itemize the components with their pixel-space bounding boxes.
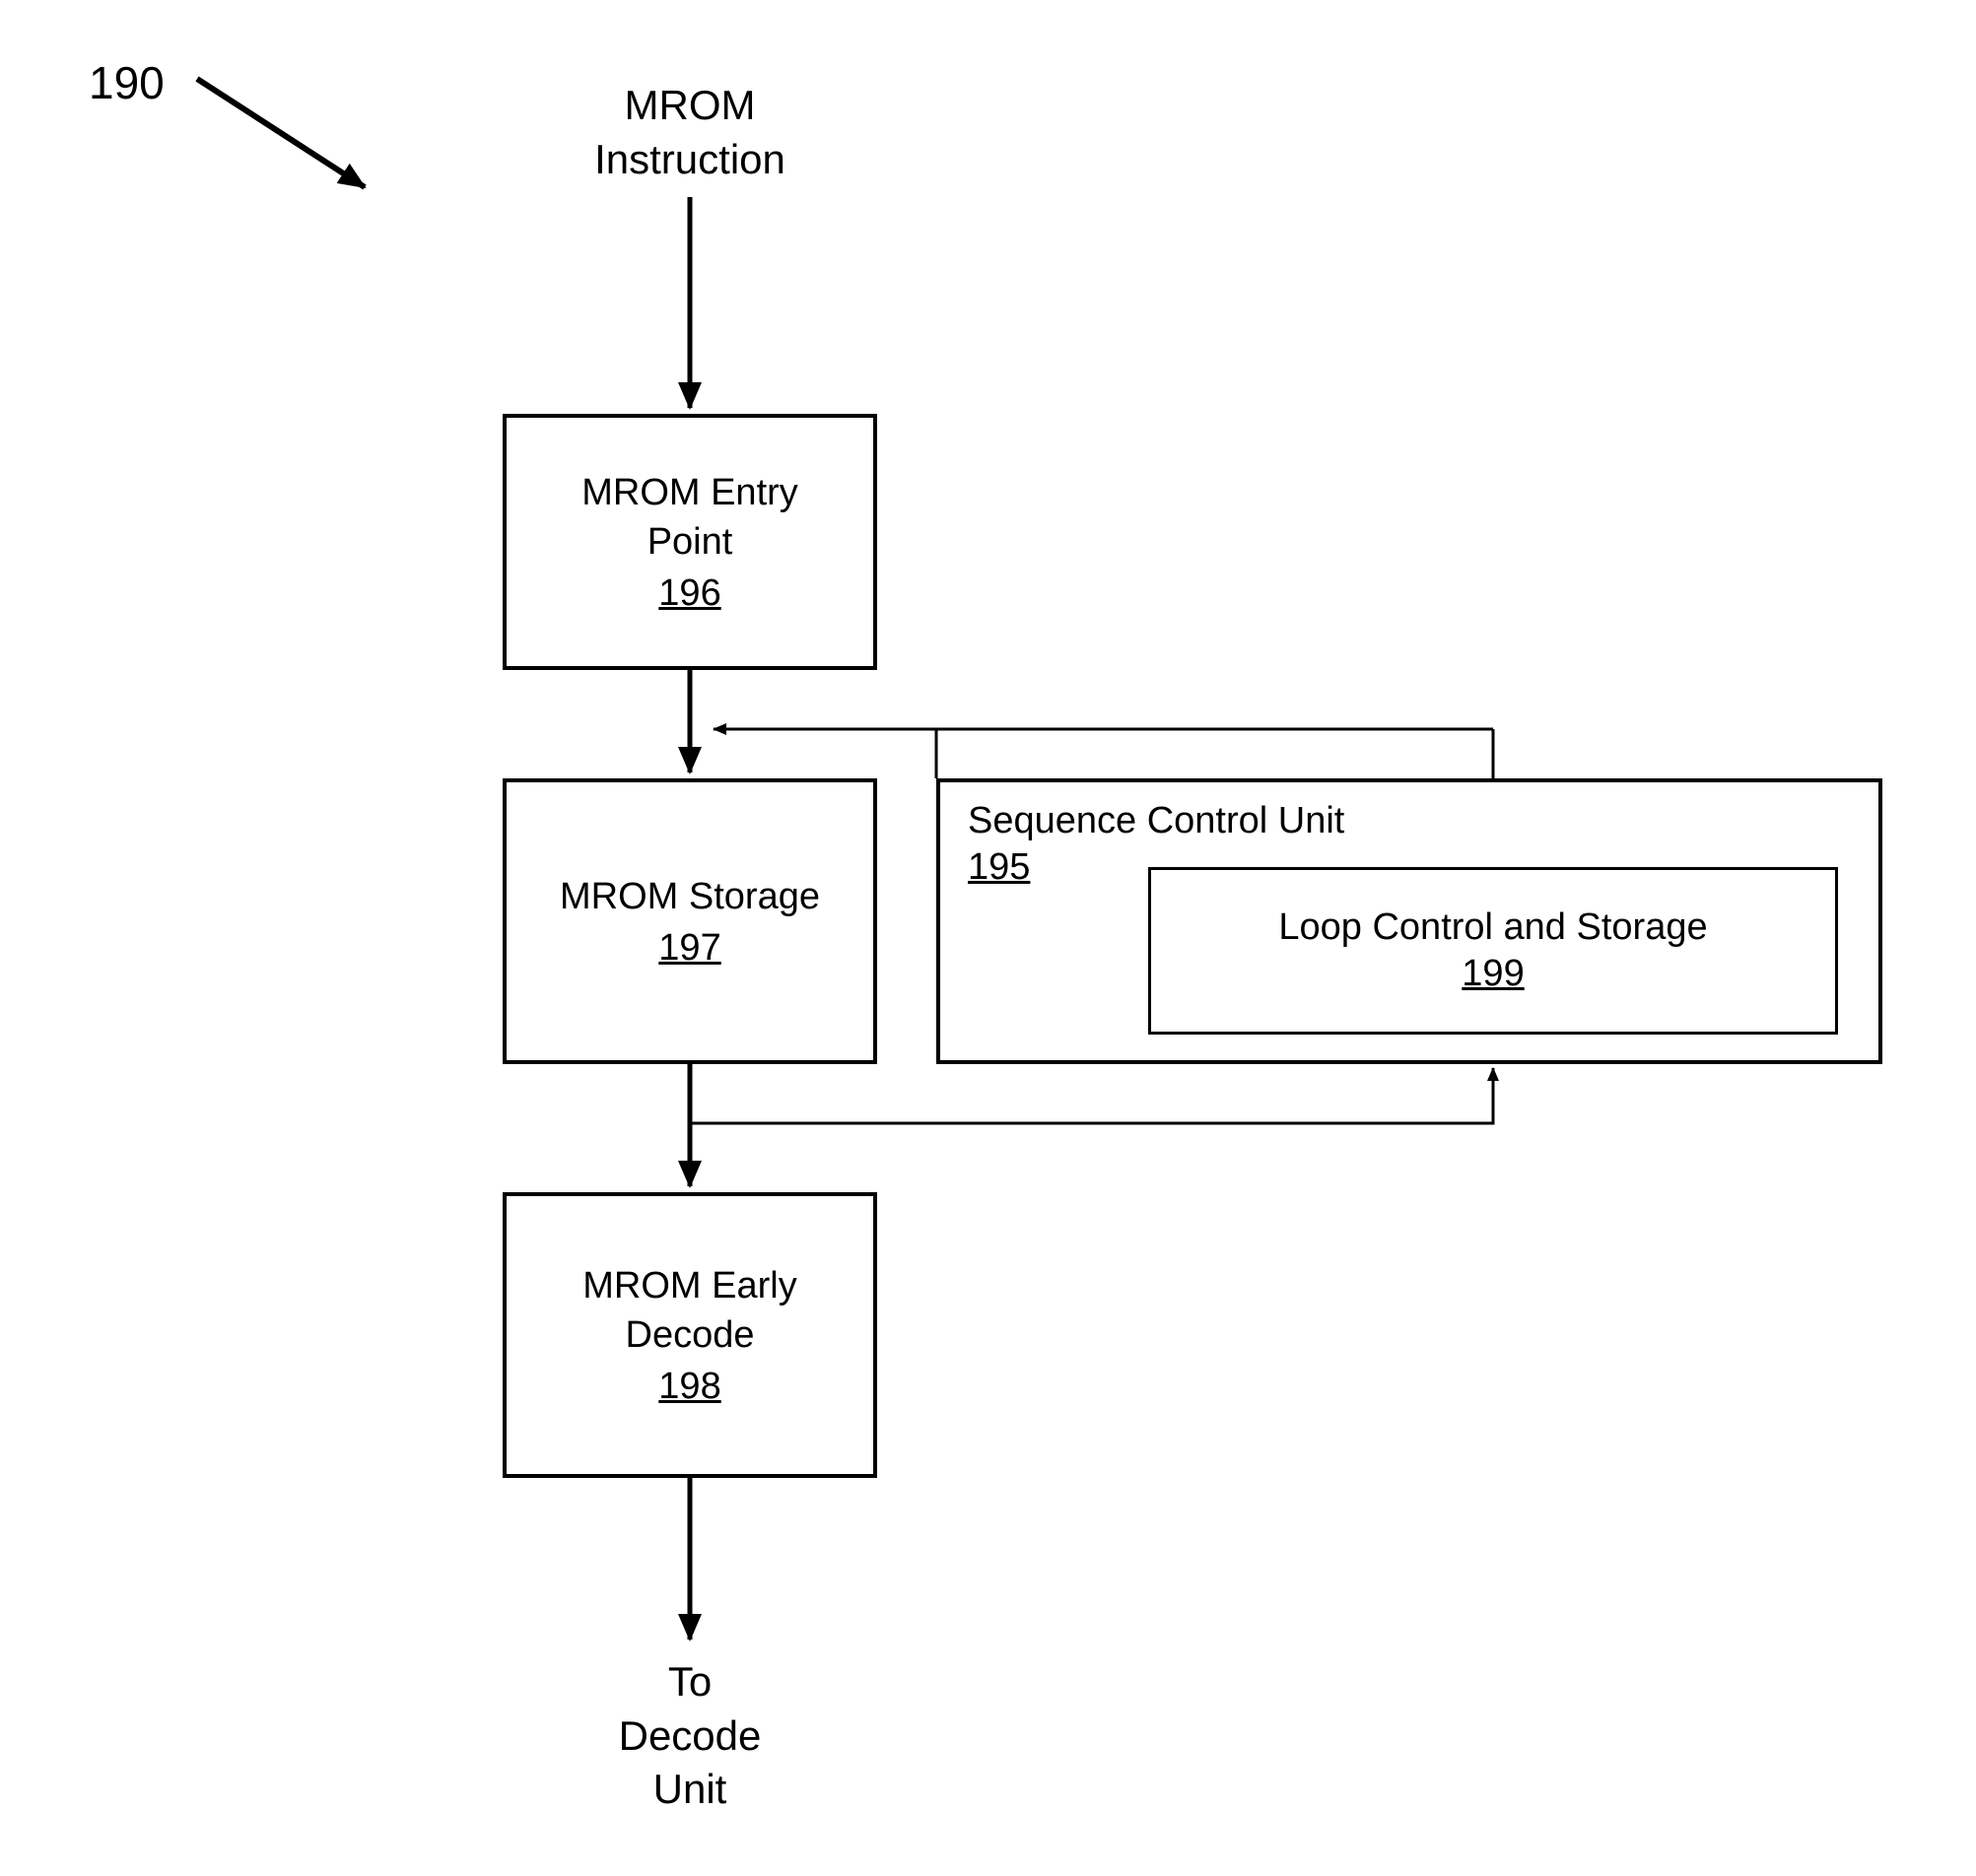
mrom-early-decode-box: MROM Early Decode 198 (503, 1192, 877, 1478)
figure-number-label: 190 (89, 54, 165, 113)
bottom-output-line2: Decode (619, 1712, 762, 1759)
bottom-output-line3: Unit (653, 1766, 727, 1812)
loop-control-title: Loop Control and Storage (1278, 906, 1707, 949)
early-decode-ref: 198 (658, 1366, 720, 1408)
entry-point-ref: 196 (658, 572, 720, 615)
mrom-entry-point-box: MROM Entry Point 196 (503, 414, 877, 670)
early-decode-title-l1: MROM Early (582, 1265, 796, 1306)
figure-number-text: 190 (89, 57, 165, 108)
loop-control-ref: 199 (1462, 953, 1524, 995)
early-decode-title: MROM Early Decode (582, 1262, 796, 1360)
arrow-storage-to-scu-bottom (690, 1070, 1493, 1123)
entry-point-title-l2: Point (647, 521, 733, 563)
top-input-line2: Instruction (594, 136, 785, 182)
top-input-line1: MROM (625, 82, 756, 128)
mrom-storage-box: MROM Storage 197 (503, 778, 877, 1064)
entry-point-title-l1: MROM Entry (581, 472, 798, 513)
early-decode-title-l2: Decode (626, 1314, 755, 1356)
entry-point-title: MROM Entry Point (581, 469, 798, 567)
bottom-output-label: To Decode Unit (572, 1655, 808, 1817)
figure-pointer-arrow (197, 79, 365, 187)
storage-title: MROM Storage (560, 873, 820, 921)
top-input-label: MROM Instruction (552, 79, 828, 186)
scu-title: Sequence Control Unit (968, 800, 1344, 842)
bottom-output-line1: To (668, 1658, 712, 1705)
loop-control-storage-box: Loop Control and Storage 199 (1148, 867, 1838, 1035)
storage-ref: 197 (658, 927, 720, 970)
arrow-branch-to-scu (690, 1068, 1493, 1123)
